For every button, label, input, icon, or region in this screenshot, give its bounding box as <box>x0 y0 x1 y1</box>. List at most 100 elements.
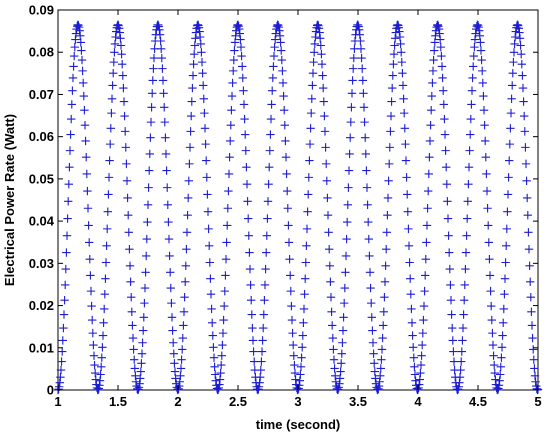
data-point <box>180 292 189 302</box>
data-point <box>191 28 201 37</box>
data-point <box>320 111 329 121</box>
data-point <box>473 20 483 30</box>
data-point <box>188 71 198 80</box>
data-point <box>337 359 346 368</box>
data-point <box>470 42 479 52</box>
y-tick-label: 0.07 <box>29 87 54 102</box>
data-point <box>388 71 397 80</box>
data-point <box>154 20 163 30</box>
data-point <box>394 23 403 32</box>
data-point <box>179 307 189 316</box>
data-point <box>290 360 299 370</box>
data-point <box>447 310 456 319</box>
data-point <box>136 374 145 383</box>
data-point <box>148 89 157 98</box>
data-point <box>244 214 253 223</box>
data-point <box>270 42 279 52</box>
data-point <box>341 251 351 261</box>
data-point <box>481 136 490 146</box>
y-tick-label: 0.08 <box>29 45 54 60</box>
data-point <box>224 186 233 196</box>
x-tick-label: 2.5 <box>229 394 247 409</box>
data-point <box>430 46 439 55</box>
data-point <box>305 156 314 165</box>
data-point <box>60 295 69 305</box>
data-point <box>247 310 256 319</box>
data-point <box>127 307 136 316</box>
data-point <box>68 86 77 95</box>
data-point <box>298 343 307 352</box>
data-point <box>520 127 529 136</box>
data-point <box>368 338 378 347</box>
data-point <box>274 20 283 30</box>
data-point <box>205 258 214 267</box>
data-point <box>383 193 393 203</box>
data-point <box>242 179 252 189</box>
data-point <box>503 207 512 216</box>
data-point <box>277 46 286 55</box>
data-point <box>345 149 354 159</box>
data-point <box>519 97 528 106</box>
data-point <box>484 238 493 247</box>
data-point <box>235 24 244 34</box>
data-point <box>141 268 150 277</box>
data-point <box>263 197 273 206</box>
data-point <box>276 38 285 47</box>
data-point <box>244 231 253 240</box>
y-axis: 0 0.01 0.02 0.03 0.04 0.05 0.06 0.07 0.08 0.09 <box>29 3 538 398</box>
data-point <box>296 370 305 379</box>
data-point <box>469 51 478 61</box>
data-point <box>515 34 525 43</box>
data-point <box>529 345 538 354</box>
data-point <box>158 64 167 73</box>
data-point <box>356 44 366 54</box>
data-point <box>199 81 208 90</box>
data-point <box>457 357 466 366</box>
data-point <box>137 359 146 368</box>
data-point <box>78 66 87 76</box>
data-point <box>500 274 510 283</box>
data-point <box>531 377 540 386</box>
data-point <box>242 163 251 172</box>
data-point <box>211 376 220 385</box>
data-point <box>435 29 444 38</box>
data-point <box>170 359 179 368</box>
data-point <box>76 31 85 40</box>
data-point <box>490 360 499 370</box>
data-point <box>241 130 250 139</box>
data-point <box>165 251 174 261</box>
data-point <box>70 42 79 52</box>
data-point <box>505 139 514 149</box>
data-point <box>169 349 178 358</box>
data-point <box>516 41 525 50</box>
data-point <box>347 89 357 98</box>
data-point <box>147 103 156 112</box>
data-point <box>206 274 215 283</box>
data-point <box>68 73 78 83</box>
data-point <box>236 35 245 44</box>
y-tick-label: 0.09 <box>29 3 54 18</box>
data-point <box>158 76 168 85</box>
data-point <box>427 91 436 101</box>
data-point <box>382 245 391 254</box>
data-point <box>298 331 307 340</box>
data-point <box>95 376 105 385</box>
data-point <box>131 371 140 381</box>
data-point <box>379 321 388 330</box>
data-point <box>526 292 535 302</box>
data-point <box>488 340 498 350</box>
data-point <box>278 78 288 88</box>
data-point <box>115 28 124 37</box>
data-point <box>338 326 348 335</box>
data-point <box>502 241 511 251</box>
data-point <box>120 111 129 121</box>
data-point <box>227 105 236 115</box>
data-point <box>247 295 256 305</box>
data-point <box>524 228 533 237</box>
data-point <box>161 149 171 159</box>
data-point <box>390 41 399 50</box>
data-point <box>348 76 357 85</box>
data-point <box>443 197 452 206</box>
data-point <box>64 197 73 206</box>
data-point <box>106 139 115 149</box>
